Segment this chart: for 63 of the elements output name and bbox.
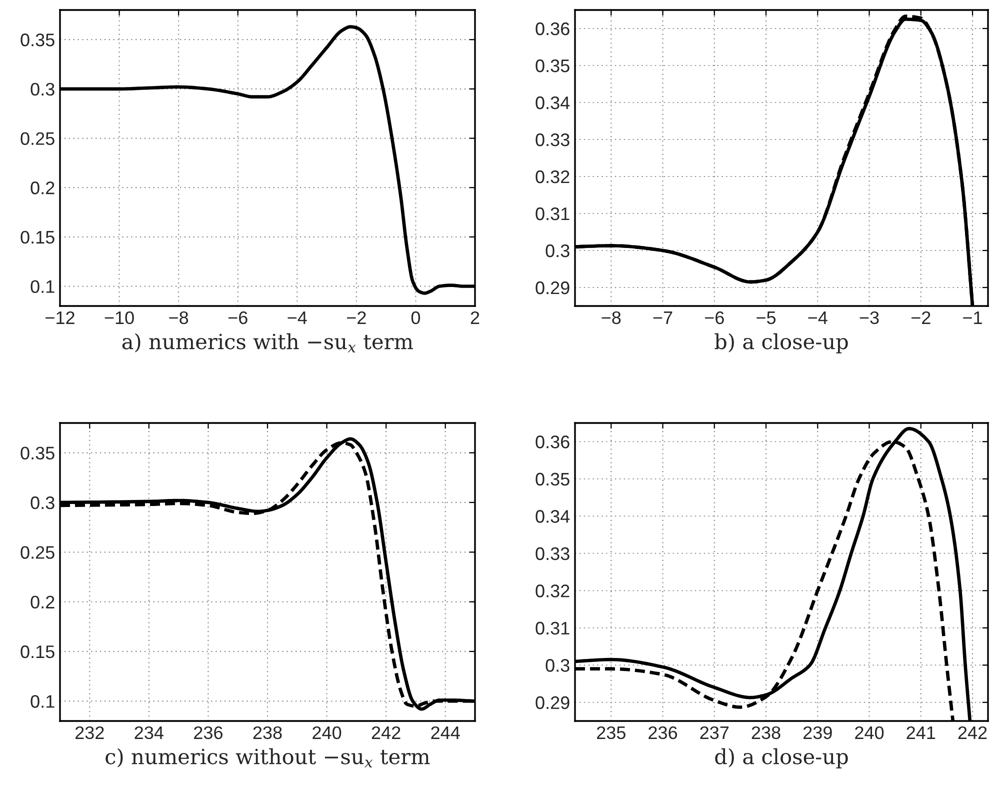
x-tick-label: 238 bbox=[253, 726, 282, 740]
y-tick-label: 0.25 bbox=[20, 546, 54, 559]
y-tick-label: 0.1 bbox=[30, 695, 54, 708]
y-tick-label: 0.36 bbox=[536, 22, 570, 36]
x-tick-label: 240 bbox=[312, 726, 342, 740]
y-tick-label: 0.2 bbox=[30, 182, 54, 194]
x-tick-label: 2 bbox=[470, 311, 480, 324]
y-tick-label: 0.33 bbox=[536, 133, 570, 146]
x-tick-label: −12 bbox=[46, 311, 74, 324]
x-tick-label: 241 bbox=[906, 726, 936, 739]
y-tick-label: 0.36 bbox=[536, 436, 570, 448]
x-axis-title: b) a close-up bbox=[714, 333, 848, 354]
x-tick-label: 239 bbox=[803, 726, 832, 740]
x-tick-label: 232 bbox=[75, 726, 104, 740]
x-tick-label: −6 bbox=[228, 311, 248, 324]
x-tick-label: −7 bbox=[653, 312, 672, 324]
y-tick-label: 0.34 bbox=[536, 96, 570, 110]
x-axis-title: d) a close-up bbox=[715, 748, 848, 768]
y-tick-label: 0.33 bbox=[536, 547, 570, 560]
y-tick-label: 0.3 bbox=[30, 496, 54, 510]
y-tick-label: 0.29 bbox=[536, 696, 570, 710]
y-tick-label: 0.31 bbox=[536, 207, 570, 220]
x-tick-label: −4 bbox=[808, 312, 828, 324]
x-tick-label: 242 bbox=[372, 726, 400, 739]
x-axis-title: a) numerics with −su$_{x}$ term bbox=[122, 333, 413, 352]
x-tick-label: −8 bbox=[169, 311, 188, 324]
y-tick-label: 0.32 bbox=[536, 170, 570, 184]
y-tick-label: 0.32 bbox=[536, 584, 570, 598]
x-tick-label: −2 bbox=[911, 311, 930, 324]
x-tick-label: 236 bbox=[648, 726, 678, 740]
y-tick-label: 0.29 bbox=[536, 281, 570, 294]
y-tick-label: 0.34 bbox=[536, 510, 570, 523]
x-tick-label: −1 bbox=[963, 312, 982, 324]
x-tick-label: −6 bbox=[704, 311, 724, 324]
y-tick-label: 0.35 bbox=[20, 446, 54, 460]
x-tick-label: 235 bbox=[596, 726, 626, 740]
y-tick-label: 0.25 bbox=[20, 132, 54, 145]
x-tick-label: 234 bbox=[134, 726, 164, 740]
x-tick-label: 242 bbox=[958, 726, 987, 739]
x-tick-label: −5 bbox=[756, 312, 776, 324]
y-tick-label: 0.1 bbox=[30, 280, 54, 293]
y-tick-label: 0.35 bbox=[20, 34, 54, 46]
y-tick-label: 0.3 bbox=[546, 244, 570, 258]
x-tick-label: −2 bbox=[347, 311, 366, 324]
y-tick-label: 0.15 bbox=[20, 645, 54, 658]
x-tick-label: −8 bbox=[602, 311, 621, 324]
x-tick-label: 240 bbox=[855, 726, 884, 740]
x-tick-label: 244 bbox=[431, 726, 460, 739]
x-tick-label: −4 bbox=[288, 312, 307, 324]
x-axis-title: c) numerics without −su$_{x}$ term bbox=[106, 748, 430, 768]
x-tick-label: 237 bbox=[700, 726, 729, 740]
y-tick-label: 0.35 bbox=[536, 59, 570, 72]
y-tick-label: 0.31 bbox=[536, 622, 570, 635]
x-tick-label: −3 bbox=[860, 311, 879, 324]
x-tick-label: −10 bbox=[104, 311, 134, 324]
x-tick-label: 238 bbox=[752, 726, 780, 740]
y-tick-label: 0.15 bbox=[20, 230, 54, 244]
x-tick-label: 236 bbox=[194, 726, 222, 740]
x-tick-label: 0 bbox=[411, 311, 420, 324]
y-tick-label: 0.2 bbox=[30, 596, 54, 609]
y-tick-label: 0.35 bbox=[536, 472, 570, 486]
y-tick-label: 0.3 bbox=[30, 82, 54, 96]
y-tick-label: 0.3 bbox=[546, 659, 570, 672]
